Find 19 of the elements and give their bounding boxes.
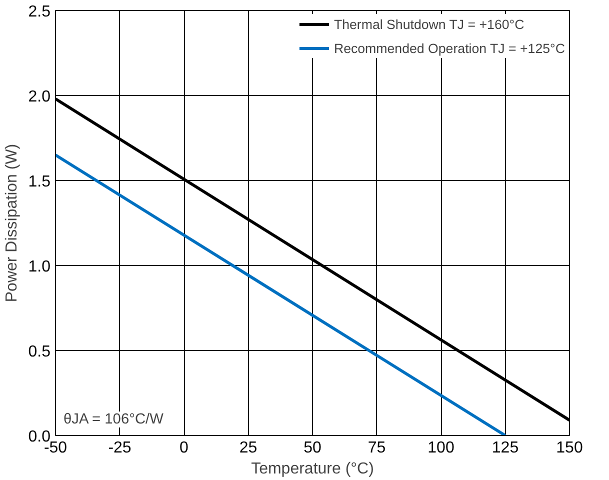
x-tick-label: -25	[108, 440, 132, 456]
legend-label: Recommended Operation TJ = +125°C	[334, 40, 565, 56]
x-axis-title: Temperature (°C)	[251, 460, 374, 478]
x-tick-label: 50	[304, 440, 322, 456]
y-axis-title: Power Dissipation (W)	[3, 144, 20, 302]
y-tick-label: 2.0	[28, 88, 51, 106]
x-tick-label: 0	[180, 440, 189, 456]
x-tick-label: 125	[492, 440, 519, 456]
y-tick-label: 0.0	[28, 428, 51, 446]
y-tick-label: 1.5	[28, 174, 51, 190]
x-tick-label: 100	[428, 440, 454, 456]
x-tick-label: 25	[239, 440, 258, 456]
y-tick-label: 0.5	[28, 344, 51, 360]
legend-label: Thermal Shutdown TJ = +160°C	[334, 16, 524, 32]
x-tick-label: 150	[556, 440, 583, 456]
annotation: θJA = 106°C/W	[64, 412, 164, 428]
y-tick-label: 1.0	[28, 258, 51, 276]
y-tick-label: 2.5	[28, 4, 51, 20]
x-tick-label: 75	[368, 440, 386, 456]
